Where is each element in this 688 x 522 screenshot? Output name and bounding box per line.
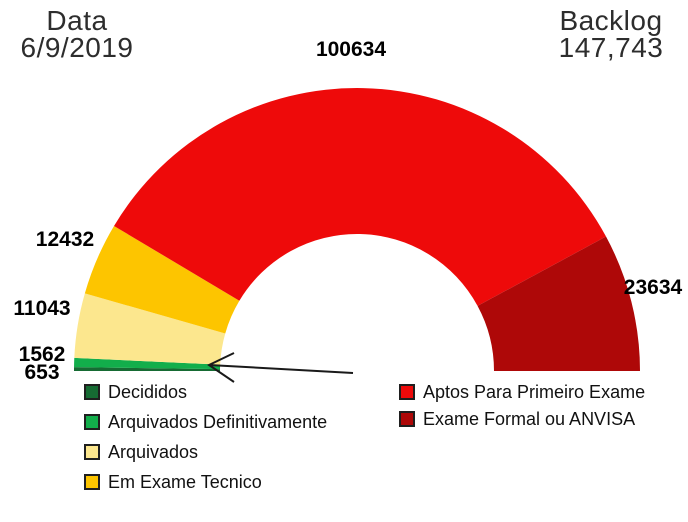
date-label: Data xyxy=(46,5,108,36)
gauge-slice-2 xyxy=(74,293,226,365)
gauge-slice-4 xyxy=(114,88,607,306)
legend-label-aptos: Aptos Para Primeiro Exame xyxy=(423,382,646,402)
legend-swatch-decididos xyxy=(84,384,100,400)
value-label-decididos: 653 xyxy=(24,361,60,384)
gauge-slice-0 xyxy=(74,367,221,371)
legend-swatch-arquivados xyxy=(84,444,100,460)
value-label-small-slices: 1562 653 xyxy=(0,343,84,384)
value-label-exame-formal: 23634 xyxy=(623,276,683,299)
value-label-arquivados: 11043 xyxy=(13,297,71,320)
gauge-slice-5 xyxy=(477,236,640,371)
legend-swatch-arquivados-definitivamente xyxy=(84,414,100,430)
legend-item-decididos: Decididos xyxy=(84,382,327,402)
legend-label-arquivados-definitivamente: Arquivados Definitivamente xyxy=(108,412,328,432)
legend-right-column: Aptos Para Primeiro Exame Exame Formal o… xyxy=(399,382,646,438)
annotation-arrow xyxy=(207,352,354,383)
gauge-slice-3 xyxy=(84,225,240,334)
legend-item-aptos: Aptos Para Primeiro Exame xyxy=(399,382,646,402)
legend-item-arquivados-definitivamente: Arquivados Definitivamente xyxy=(84,412,328,432)
legend-swatch-em-exame-tecnico xyxy=(84,474,100,490)
gauge-slice-1 xyxy=(74,357,221,370)
legend-label-decididos: Decididos xyxy=(108,382,188,402)
date-value: 6/9/2019 xyxy=(20,32,134,63)
legend-item-arquivados: Arquivados xyxy=(84,442,327,462)
legend-item-em-exame-tecnico: Em Exame Tecnico xyxy=(84,472,327,492)
legend-label-arquivados: Arquivados xyxy=(108,442,199,462)
value-label-arquivados-definitivamente: 1562 xyxy=(18,343,66,366)
legend-swatch-aptos xyxy=(399,384,415,400)
backlog-label: Backlog xyxy=(559,5,663,36)
legend-swatch-exame-formal xyxy=(399,411,415,427)
legend-left-column: Decididos Arquivados Definitivamente Arq… xyxy=(84,382,328,504)
value-label-em-exame: 12432 xyxy=(35,228,95,251)
value-label-aptos: 100634 xyxy=(315,38,387,61)
legend-item-exame-formal: Exame Formal ou ANVISA xyxy=(399,409,645,429)
backlog-value: 147,743 xyxy=(558,32,664,63)
legend-label-em-exame-tecnico: Em Exame Tecnico xyxy=(108,472,262,492)
backlog-summary-block: Backlog 147,743 xyxy=(538,5,684,63)
report-date-block: Data 6/9/2019 xyxy=(10,5,144,63)
gauge-slices xyxy=(74,88,640,371)
legend-label-exame-formal: Exame Formal ou ANVISA xyxy=(423,409,636,429)
